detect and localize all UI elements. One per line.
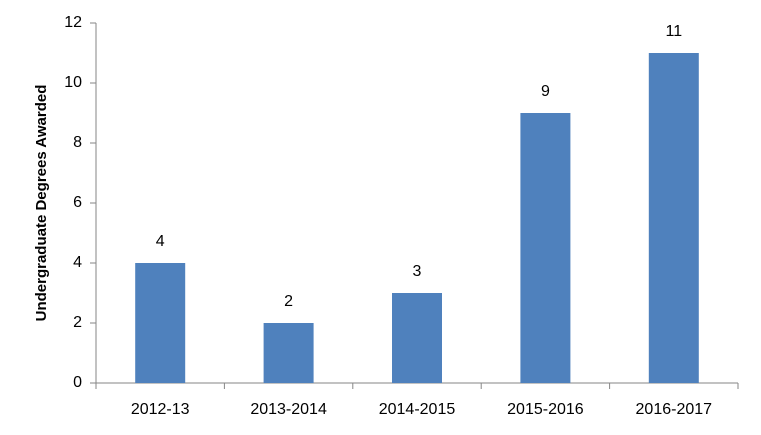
bar (135, 263, 186, 383)
x-tick-label: 2014-2015 (379, 401, 456, 418)
data-label: 3 (413, 263, 422, 280)
y-axis-label: Undergraduate Degrees Awarded (33, 85, 50, 322)
y-tick-label: 6 (73, 194, 82, 211)
x-tick-label: 2013-2014 (250, 401, 327, 418)
data-label: 4 (156, 233, 165, 250)
bar (648, 53, 699, 383)
data-label: 11 (665, 23, 682, 40)
y-tick-label: 0 (73, 374, 82, 391)
bar (392, 293, 442, 383)
x-tick-label: 2016-2017 (636, 401, 713, 418)
y-tick-label: 12 (64, 14, 82, 31)
x-tick-label: 2012-13 (131, 401, 190, 418)
y-tick-label: 2 (73, 314, 82, 331)
data-label: 2 (284, 293, 293, 310)
y-tick-label: 8 (73, 134, 82, 151)
bar (520, 113, 571, 383)
data-label: 9 (541, 83, 550, 100)
bar (263, 323, 314, 383)
y-tick-label: 10 (64, 74, 82, 91)
x-tick-label: 2015-2016 (507, 401, 584, 418)
y-tick-label: 4 (73, 254, 82, 271)
